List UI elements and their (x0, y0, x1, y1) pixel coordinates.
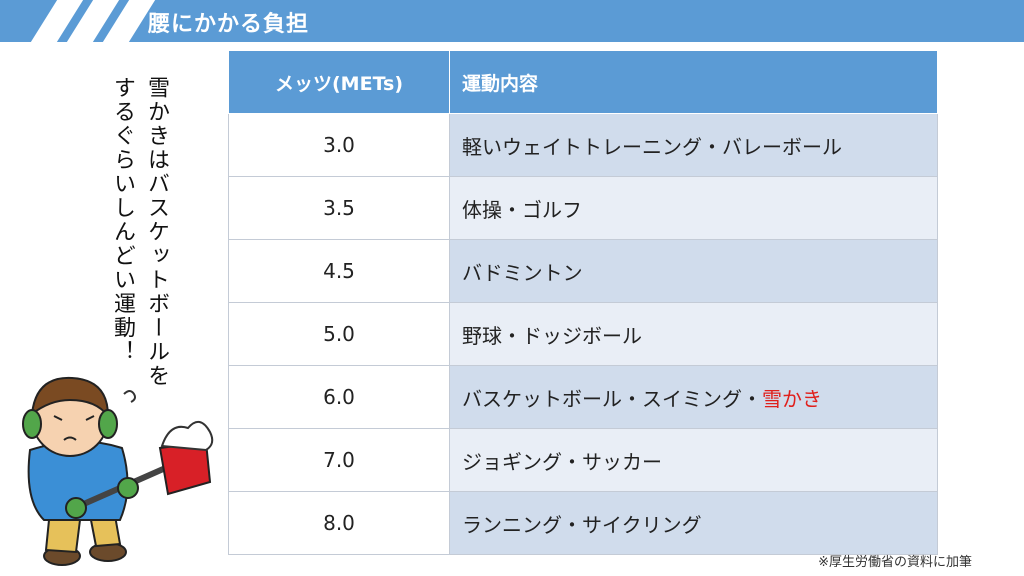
mets-value: 3.0 (228, 113, 450, 177)
activity-text: 体操・ゴルフ (449, 176, 938, 240)
table-row: 3.5 体操・ゴルフ (228, 176, 938, 240)
activity-text: バスケットボール・スイミング・ (462, 386, 762, 411)
mets-value: 4.5 (228, 239, 450, 303)
mets-table: メッツ(METs) 運動内容 3.0 軽いウェイトトレーニング・バレーボール 3… (228, 50, 938, 555)
glove-icon (117, 477, 139, 499)
mets-value: 5.0 (228, 302, 450, 366)
mets-value: 8.0 (228, 491, 450, 555)
page-title: 腰にかかる負担 (148, 12, 310, 37)
table-header-row: メッツ(METs) 運動内容 (228, 50, 938, 114)
activity-text: ランニング・サイクリング (449, 491, 938, 555)
table-row: 4.5 バドミントン (228, 239, 938, 303)
table-row: 8.0 ランニング・サイクリング (228, 491, 938, 555)
table-row: 6.0 バスケットボール・スイミング・雪かき (228, 365, 938, 429)
table-row: 7.0 ジョギング・サッカー (228, 428, 938, 492)
child-shoveling-snow-illustration (22, 376, 214, 566)
callout-text-end: を (144, 364, 169, 388)
sweat-squiggle-icon (123, 390, 136, 403)
mets-value: 3.5 (228, 176, 450, 240)
mets-value: 6.0 (228, 365, 450, 429)
callout-text: 雪かきはバスケットボール (144, 76, 169, 364)
mets-value: 7.0 (228, 428, 450, 492)
activity-text: 野球・ドッジボール (449, 302, 938, 366)
callout-line-1: 雪かきはバスケットボールを (140, 76, 172, 388)
table-row: 5.0 野球・ドッジボール (228, 302, 938, 366)
snow-icon (160, 421, 214, 452)
highlight-text: 雪かき (762, 386, 822, 411)
glove-icon (65, 497, 87, 519)
column-header-activity: 運動内容 (449, 50, 938, 114)
source-note: ※厚生労働省の資料に加筆 (818, 555, 972, 570)
header-bar: 腰にかかる負担 (0, 0, 1024, 42)
earmuff-icon (98, 409, 118, 439)
activity-text: 軽いウェイトトレーニング・バレーボール (449, 113, 938, 177)
activity-text: バドミントン (449, 239, 938, 303)
table-row: 3.0 軽いウェイトトレーニング・バレーボール (228, 113, 938, 177)
column-header-mets: メッツ(METs) (228, 50, 450, 114)
earmuff-icon (22, 409, 42, 439)
callout-line-2: するぐらいしんどい運動！ (110, 76, 135, 364)
activity-cell: バスケットボール・スイミング・雪かき (449, 365, 938, 429)
activity-text: ジョギング・サッカー (449, 428, 938, 492)
